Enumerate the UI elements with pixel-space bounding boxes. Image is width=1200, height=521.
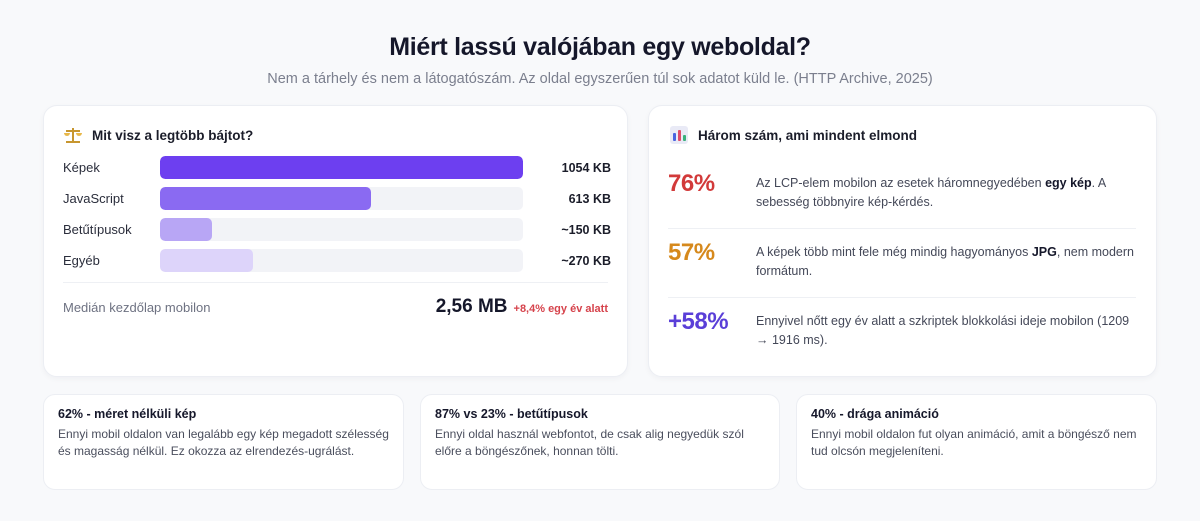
bar-track (160, 218, 523, 241)
median-delta: +8,4% egy év alatt (513, 303, 608, 315)
fact-card-text: Ennyi mobil oldalon fut olyan animáció, … (811, 427, 1137, 458)
bar-track (160, 249, 523, 272)
fact-card-title: 40% - drága animáció (811, 407, 939, 421)
median-value: 2,56 MB (435, 296, 508, 317)
bar-label: Egyéb (63, 253, 100, 268)
stat-description: Az LCP-elem mobilon az esetek háromnegye… (756, 176, 1106, 209)
fact-card-title: 62% - méret nélküli kép (58, 407, 197, 421)
fact-card-images: 62% - méret nélküli kép Ennyi mobil olda… (43, 394, 404, 490)
bar-track (160, 156, 523, 179)
numbers-card: Három szám, ami mindent elmond 76% Az LC… (648, 105, 1157, 377)
median-label: Medián kezdőlap mobilon (63, 300, 211, 315)
bar-fill (160, 218, 212, 241)
median-row: Medián kezdőlap mobilon 2,56 MB +8,4% eg… (63, 296, 608, 318)
bar-value: ~270 KB (561, 253, 611, 268)
bar-row-images: Képek 1054 KB (63, 156, 611, 179)
bar-row-other: Egyéb ~270 KB (63, 249, 611, 272)
stat-number: 57% (668, 239, 715, 266)
bar-row-javascript: JavaScript 613 KB (63, 187, 611, 210)
numbers-card-title: Három szám, ami mindent elmond (698, 127, 918, 143)
stat-description: A képek több mint fele még mindig hagyom… (756, 245, 1134, 278)
stat-list: 76% Az LCP-elem mobilon az esetek háromn… (668, 160, 1136, 367)
divider (63, 282, 608, 283)
bar-chart-icon (670, 126, 688, 144)
page-subtitle: Nem a tárhely és nem a látogatószám. Az … (267, 71, 933, 87)
fact-card-fonts: 87% vs 23% - betűtípusok Ennyi oldal has… (420, 394, 780, 490)
fact-card-text: Ennyi oldal használ webfontot, de csak a… (435, 427, 744, 458)
bar-label: JavaScript (63, 191, 124, 206)
fact-card-title: 87% vs 23% - betűtípusok (435, 407, 588, 421)
stat-description: Ennyivel nőtt egy év alatt a szkriptek b… (756, 314, 1130, 347)
bar-fill (160, 249, 253, 272)
bar-fill (160, 187, 371, 210)
bar-row-fonts: Betűtípusok ~150 KB (63, 218, 611, 241)
stat-item: 76% Az LCP-elem mobilon az esetek háromn… (668, 160, 1136, 229)
bytes-bar-list: Képek 1054 KB JavaScript 613 KB Betűtípu… (63, 156, 611, 280)
bar-value: ~150 KB (561, 222, 611, 237)
bar-label: Képek (63, 160, 100, 175)
stat-number: +58% (668, 308, 729, 335)
scale-icon (64, 126, 82, 144)
page-header: Miért lassú valójában egy weboldal? Nem … (0, 0, 1200, 87)
bar-fill (160, 156, 523, 179)
page-title: Miért lassú valójában egy weboldal? (389, 33, 811, 61)
bytes-card-title: Mit visz a legtöbb bájtot? (92, 127, 254, 143)
bytes-card-header: Mit visz a legtöbb bájtot? (64, 126, 253, 144)
bar-label: Betűtípusok (63, 222, 132, 237)
bytes-card: Mit visz a legtöbb bájtot? Képek 1054 KB… (43, 105, 628, 377)
bar-value: 1054 KB (561, 160, 611, 175)
bar-track (160, 187, 523, 210)
fact-card-text: Ennyi mobil oldalon van legalább egy kép… (58, 427, 389, 458)
fact-card-animation: 40% - drága animáció Ennyi mobil oldalon… (796, 394, 1157, 490)
numbers-card-header: Három szám, ami mindent elmond (670, 126, 917, 144)
stat-item: +58% Ennyivel nőtt egy év alatt a szkrip… (668, 298, 1136, 367)
stat-number: 76% (668, 170, 715, 197)
stat-item: 57% A képek több mint fele még mindig ha… (668, 229, 1136, 298)
bar-value: 613 KB (568, 191, 611, 206)
